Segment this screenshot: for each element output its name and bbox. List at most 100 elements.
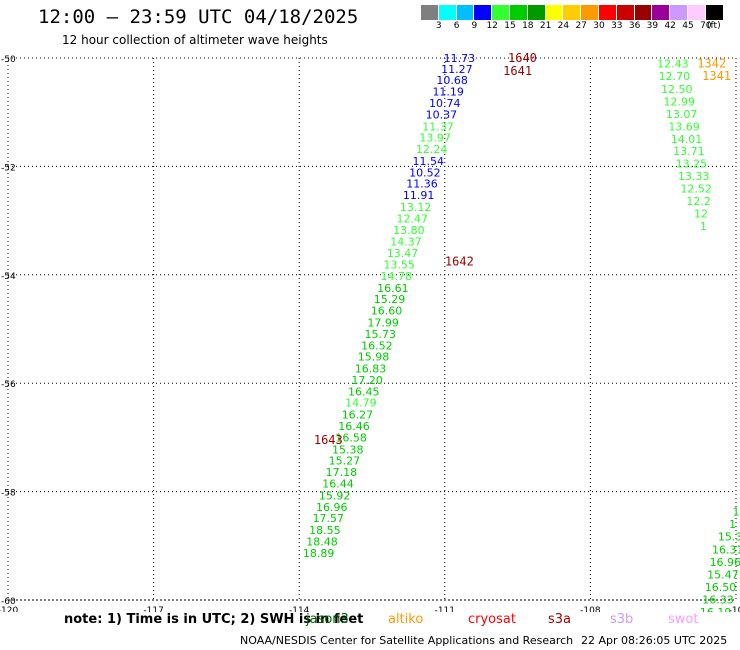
map-plot: -120 -117 -114 -111 -108 -10 -50 -52 -54 -56 -58 -6…: [0, 51, 740, 612]
chart-subtitle: 12 hour collection of altimeter wave hei…: [62, 33, 328, 47]
wave-height-label: 1: [729, 518, 736, 531]
wave-height-label: 10.74: [429, 97, 461, 110]
scale-swatch: [421, 5, 439, 20]
wave-height-label: 13.80: [393, 224, 425, 237]
wave-height-label: 12.50: [661, 83, 693, 96]
x-tick-label: -111: [435, 606, 455, 612]
wave-height-label: 12.70: [659, 70, 691, 83]
wave-height-label: 16.19: [700, 606, 732, 612]
wave-height-label: 14.37: [390, 236, 422, 249]
wave-height-label: 16.96: [316, 501, 348, 514]
wave-height-label: 16.27: [342, 409, 374, 422]
wave-height-label: 12.47: [397, 212, 429, 225]
pass-time-label: 1640: [508, 51, 537, 65]
pass-time-label: 1641: [503, 64, 532, 78]
wave-height-label: 18.89: [303, 547, 335, 560]
pass-time-label: 1341: [702, 69, 731, 83]
scale-swatch: [652, 5, 671, 20]
wave-height-label: 13.71: [673, 145, 705, 158]
scale-swatch: [438, 5, 457, 20]
scale-swatch: [492, 5, 510, 20]
wave-height-label: 15.29: [374, 293, 406, 306]
scale-swatch: [509, 5, 528, 20]
wave-height-label: 12: [694, 208, 708, 221]
color-scale-labels: 3 6 9 12 15 18 21 24 27 30 33 36 39 42 45 70 (ft): [421, 21, 731, 33]
wave-height-label: 18.48: [306, 535, 338, 548]
scale-label: 45: [682, 21, 694, 31]
wave-height-label: 16.52: [361, 339, 393, 352]
satellite-legend-item: altiko: [388, 612, 424, 627]
wave-height-label: 15.92: [319, 489, 351, 502]
scale-swatch: [598, 5, 617, 20]
wave-height-label: 12.99: [663, 95, 695, 108]
wave-height-label: 13.07: [666, 108, 698, 121]
wave-height-label: 16.50: [705, 581, 737, 594]
scale-label: 70: [700, 21, 712, 31]
wave-height-label: 11.36: [406, 178, 438, 191]
wave-height-label: 15.38: [332, 443, 364, 456]
wave-height-label: 17.20: [351, 374, 383, 387]
wave-height-label: 16.44: [322, 477, 354, 490]
scale-label: 21: [539, 21, 552, 31]
note-text: note: 1) Time is in UTC; 2) SWH is in fe…: [64, 612, 364, 627]
scale-label: 6: [453, 21, 460, 31]
wave-height-label: 16.46: [338, 420, 370, 433]
scale-swatch: [705, 5, 724, 20]
scale-label: 36: [628, 21, 641, 31]
x-tick-label: -108: [580, 606, 601, 612]
pass-time-label: 1642: [445, 254, 474, 268]
satellite-legend-item: s3a: [548, 612, 572, 627]
scale-label: 24: [557, 21, 570, 31]
wave-height-label: 11.91: [403, 189, 435, 202]
wave-height-label: 16.58: [335, 431, 367, 444]
scale-label: 3: [435, 21, 442, 31]
x-tick-label: -114: [289, 606, 310, 612]
satellite-legend: jason3 altiko cryosat s3a s3b swot: [0, 612, 740, 628]
wave-height-label: 13.33: [678, 170, 710, 183]
color-scale: [421, 5, 724, 20]
y-tick-label: -52: [1, 163, 16, 173]
wave-height-label: 16.61: [377, 282, 409, 295]
scale-swatch: [634, 5, 653, 20]
wave-height-label: 16.60: [371, 305, 403, 318]
wave-height-label: 14.79: [345, 397, 377, 410]
wave-height-label: 13.97: [419, 132, 451, 145]
wave-height-label: 1: [733, 506, 740, 519]
wave-height-label: 11.73: [444, 52, 476, 65]
scale-swatch: [527, 5, 546, 20]
data-points: 11.7311.2710.6811.1910.7410.3711.3713.97…: [303, 52, 740, 612]
wave-height-label: 13.25: [676, 158, 708, 171]
wave-height-label: 11.37: [422, 120, 454, 133]
wave-height-label: 16.96: [710, 556, 740, 569]
scale-label: 15: [504, 21, 516, 31]
scale-swatch: [474, 5, 493, 20]
wave-height-label: 17.99: [367, 316, 399, 329]
scale-label: 27: [575, 21, 587, 31]
satellite-legend-item: cryosat: [468, 612, 516, 627]
wave-height-label: 14.01: [671, 133, 703, 146]
scale-swatch: [545, 5, 564, 20]
scale-swatch: [563, 5, 582, 20]
scale-swatch: [616, 5, 635, 20]
wave-height-label: 12.24: [416, 143, 448, 156]
wave-height-label: 12.2: [686, 195, 711, 208]
satellite-legend-item: jason3: [306, 612, 349, 627]
wave-height-label: 15.27: [329, 455, 361, 468]
scale-label: 12: [486, 21, 498, 31]
y-tick-label: -58: [1, 489, 16, 499]
scale-swatch: [581, 5, 599, 20]
scale-swatch: [670, 5, 688, 20]
wave-height-label: 13.55: [383, 259, 415, 272]
wave-height-label: 11.27: [441, 63, 473, 76]
pass-time-label: 1643: [314, 433, 343, 447]
wave-height-label: 11.54: [413, 155, 445, 168]
scale-label: 33: [611, 21, 623, 31]
wave-height-label: 15.47: [707, 569, 739, 582]
scale-label: 18: [522, 21, 534, 31]
y-tick-label: -50: [1, 55, 16, 65]
y-tick-label: -56: [1, 380, 16, 390]
scale-label: (ft): [707, 21, 721, 31]
wave-height-label: 16.31: [712, 544, 740, 557]
pass-time-label: 1342: [697, 56, 726, 70]
x-tick-label: -117: [143, 606, 163, 612]
